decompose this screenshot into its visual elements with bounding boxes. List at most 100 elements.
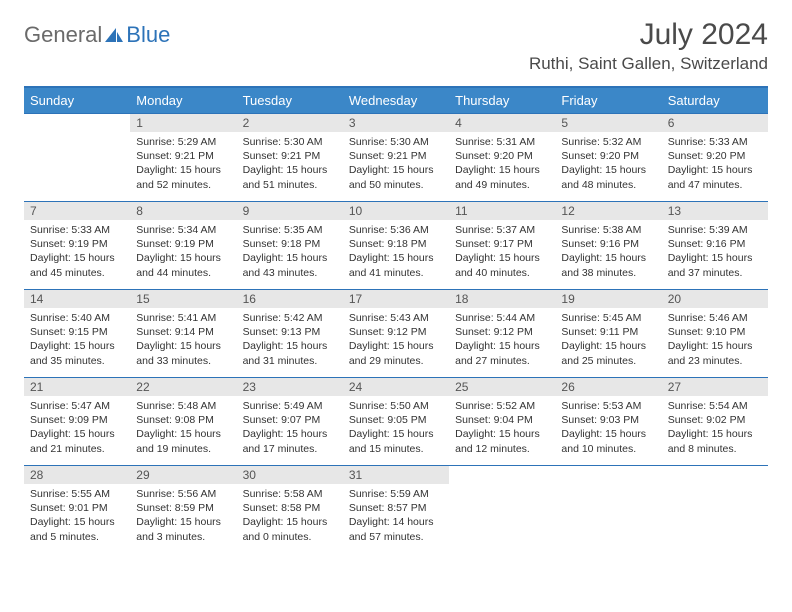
sunset-text: Sunset: 9:19 PM xyxy=(136,237,230,251)
sunrise-text: Sunrise: 5:38 AM xyxy=(561,223,655,237)
sunrise-text: Sunrise: 5:39 AM xyxy=(668,223,762,237)
sunrise-text: Sunrise: 5:35 AM xyxy=(243,223,337,237)
day-number: 19 xyxy=(555,290,661,308)
day-cell: 14Sunrise: 5:40 AMSunset: 9:15 PMDayligh… xyxy=(24,290,130,378)
daylight-text: Daylight: 15 hours and 27 minutes. xyxy=(455,339,549,367)
day-info: Sunrise: 5:37 AMSunset: 9:17 PMDaylight:… xyxy=(455,223,549,280)
day-number: 31 xyxy=(343,466,449,484)
sunset-text: Sunset: 9:11 PM xyxy=(561,325,655,339)
sunset-text: Sunset: 9:12 PM xyxy=(349,325,443,339)
day-info: Sunrise: 5:44 AMSunset: 9:12 PMDaylight:… xyxy=(455,311,549,368)
day-cell: 25Sunrise: 5:52 AMSunset: 9:04 PMDayligh… xyxy=(449,378,555,466)
day-number: 30 xyxy=(237,466,343,484)
day-cell: 16Sunrise: 5:42 AMSunset: 9:13 PMDayligh… xyxy=(237,290,343,378)
day-cell: 15Sunrise: 5:41 AMSunset: 9:14 PMDayligh… xyxy=(130,290,236,378)
daylight-text: Daylight: 15 hours and 47 minutes. xyxy=(668,163,762,191)
sunrise-text: Sunrise: 5:37 AM xyxy=(455,223,549,237)
day-info: Sunrise: 5:47 AMSunset: 9:09 PMDaylight:… xyxy=(30,399,124,456)
day-number: 18 xyxy=(449,290,555,308)
day-info: Sunrise: 5:34 AMSunset: 9:19 PMDaylight:… xyxy=(136,223,230,280)
day-number: 25 xyxy=(449,378,555,396)
day-cell: 6 Sunrise: 5:33 AMSunset: 9:20 PMDaylight… xyxy=(662,114,768,202)
logo: General Blue xyxy=(24,18,170,48)
day-cell: 1Sunrise: 5:29 AMSunset: 9:21 PMDaylight… xyxy=(130,114,236,202)
day-cell: 9Sunrise: 5:35 AMSunset: 9:18 PMDaylight… xyxy=(237,202,343,290)
sunrise-text: Sunrise: 5:56 AM xyxy=(136,487,230,501)
daylight-text: Daylight: 15 hours and 5 minutes. xyxy=(30,515,124,543)
sunset-text: Sunset: 9:10 PM xyxy=(668,325,762,339)
day-cell: 17Sunrise: 5:43 AMSunset: 9:12 PMDayligh… xyxy=(343,290,449,378)
sunset-text: Sunset: 9:19 PM xyxy=(30,237,124,251)
sunset-text: Sunset: 9:20 PM xyxy=(668,149,762,163)
day-cell: 8Sunrise: 5:34 AMSunset: 9:19 PMDaylight… xyxy=(130,202,236,290)
day-cell: 4Sunrise: 5:31 AMSunset: 9:20 PMDaylight… xyxy=(449,114,555,202)
day-cell: 7 Sunrise: 5:33 AMSunset: 9:19 PMDaylight… xyxy=(24,202,130,290)
sunset-text: Sunset: 9:21 PM xyxy=(349,149,443,163)
sunrise-text: Sunrise: 5:33 AM xyxy=(668,135,762,149)
day-cell: 28Sunrise: 5:55 AMSunset: 9:01 PMDayligh… xyxy=(24,466,130,554)
sunrise-text: Sunrise: 5:58 AM xyxy=(243,487,337,501)
day-number: 23 xyxy=(237,378,343,396)
day-number: 9 xyxy=(237,202,343,220)
sunrise-text: Sunrise: 5:33 AM xyxy=(30,223,124,237)
day-header: Friday xyxy=(555,87,661,114)
day-number: 1 xyxy=(130,114,236,132)
sunrise-text: Sunrise: 5:50 AM xyxy=(349,399,443,413)
day-cell: 26Sunrise: 5:53 AMSunset: 9:03 PMDayligh… xyxy=(555,378,661,466)
sunset-text: Sunset: 9:16 PM xyxy=(668,237,762,251)
day-cell: 13Sunrise: 5:39 AMSunset: 9:16 PMDayligh… xyxy=(662,202,768,290)
day-number: 5 xyxy=(555,114,661,132)
sunset-text: Sunset: 9:20 PM xyxy=(561,149,655,163)
day-number: 6 xyxy=(662,114,768,132)
sunset-text: Sunset: 9:14 PM xyxy=(136,325,230,339)
daylight-text: Daylight: 15 hours and 49 minutes. xyxy=(455,163,549,191)
daylight-text: Daylight: 15 hours and 19 minutes. xyxy=(136,427,230,455)
day-number: 17 xyxy=(343,290,449,308)
location-text: Ruthi, Saint Gallen, Switzerland xyxy=(529,54,768,74)
daylight-text: Daylight: 15 hours and 41 minutes. xyxy=(349,251,443,279)
day-cell: 31 Sunrise: 5:59 AMSunset: 8:57 PMDayligh… xyxy=(343,466,449,554)
day-header: Wednesday xyxy=(343,87,449,114)
page-header: General Blue July 2024 Ruthi, Saint Gall… xyxy=(24,18,768,74)
sunrise-text: Sunrise: 5:45 AM xyxy=(561,311,655,325)
logo-text-general: General xyxy=(24,22,102,48)
day-cell: 19 Sunrise: 5:45 AMSunset: 9:11 PMDayligh… xyxy=(555,290,661,378)
day-cell: 30Sunrise: 5:58 AMSunset: 8:58 PMDayligh… xyxy=(237,466,343,554)
daylight-text: Daylight: 15 hours and 25 minutes. xyxy=(561,339,655,367)
sunset-text: Sunset: 8:58 PM xyxy=(243,501,337,515)
sunrise-text: Sunrise: 5:47 AM xyxy=(30,399,124,413)
sunrise-text: Sunrise: 5:36 AM xyxy=(349,223,443,237)
day-number: 20 xyxy=(662,290,768,308)
day-info: Sunrise: 5:32 AMSunset: 9:20 PMDaylight:… xyxy=(561,135,655,192)
month-title: July 2024 xyxy=(529,18,768,52)
day-cell xyxy=(555,466,661,554)
sunrise-text: Sunrise: 5:55 AM xyxy=(30,487,124,501)
day-info: Sunrise: 5:30 AMSunset: 9:21 PMDaylight:… xyxy=(243,135,337,192)
day-header: Saturday xyxy=(662,87,768,114)
day-cell: 24Sunrise: 5:50 AMSunset: 9:05 PMDayligh… xyxy=(343,378,449,466)
daylight-text: Daylight: 15 hours and 8 minutes. xyxy=(668,427,762,455)
sunrise-text: Sunrise: 5:41 AM xyxy=(136,311,230,325)
week-row: 21Sunrise: 5:47 AMSunset: 9:09 PMDayligh… xyxy=(24,378,768,466)
sunrise-text: Sunrise: 5:49 AM xyxy=(243,399,337,413)
sunrise-text: Sunrise: 5:44 AM xyxy=(455,311,549,325)
sunset-text: Sunset: 9:05 PM xyxy=(349,413,443,427)
day-cell: 2Sunrise: 5:30 AMSunset: 9:21 PMDaylight… xyxy=(237,114,343,202)
sunset-text: Sunset: 9:15 PM xyxy=(30,325,124,339)
day-cell: 18 Sunrise: 5:44 AMSunset: 9:12 PMDayligh… xyxy=(449,290,555,378)
day-cell: 12Sunrise: 5:38 AMSunset: 9:16 PMDayligh… xyxy=(555,202,661,290)
daylight-text: Daylight: 15 hours and 45 minutes. xyxy=(30,251,124,279)
day-info: Sunrise: 5:54 AMSunset: 9:02 PMDaylight:… xyxy=(668,399,762,456)
daylight-text: Daylight: 15 hours and 33 minutes. xyxy=(136,339,230,367)
sunset-text: Sunset: 9:04 PM xyxy=(455,413,549,427)
day-number: 27 xyxy=(662,378,768,396)
day-number: 7 xyxy=(24,202,130,220)
sunrise-text: Sunrise: 5:53 AM xyxy=(561,399,655,413)
day-number: 10 xyxy=(343,202,449,220)
sunrise-text: Sunrise: 5:30 AM xyxy=(243,135,337,149)
day-cell: 29Sunrise: 5:56 AMSunset: 8:59 PMDayligh… xyxy=(130,466,236,554)
daylight-text: Daylight: 15 hours and 17 minutes. xyxy=(243,427,337,455)
day-info: Sunrise: 5:59 AMSunset: 8:57 PMDaylight:… xyxy=(349,487,443,544)
sunset-text: Sunset: 9:08 PM xyxy=(136,413,230,427)
sunset-text: Sunset: 9:16 PM xyxy=(561,237,655,251)
